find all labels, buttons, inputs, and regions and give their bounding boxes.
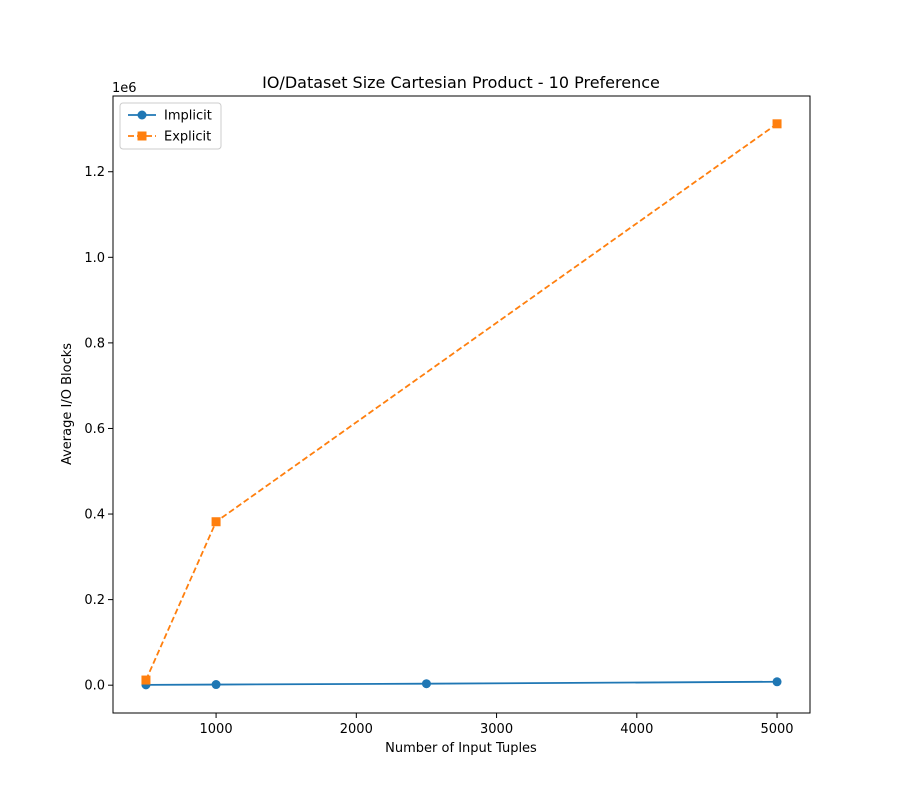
data-point-explicit: [211, 517, 221, 527]
plot-frame: [112, 95, 811, 714]
x-tick-label: 5000: [760, 722, 793, 737]
data-point-implicit: [211, 680, 221, 690]
legend-label-implicit: Implicit: [164, 109, 212, 124]
data-point-implicit: [772, 677, 782, 687]
series-line-explicit: [145, 123, 778, 681]
x-tick-label: 1000: [200, 722, 233, 737]
y-tick-label: 0.2: [84, 593, 105, 608]
data-point-implicit: [421, 679, 431, 689]
y-tick-label: 0.6: [84, 422, 105, 437]
data-point-explicit: [141, 675, 151, 685]
x-tick-label: 4000: [620, 722, 653, 737]
legend-marker-implicit: [137, 110, 147, 120]
y-tick-label: 0.8: [84, 336, 105, 351]
y-axis-offset-label: 1e6: [112, 81, 137, 96]
y-tick-label: 1.2: [84, 165, 105, 180]
y-axis-title: Average I/O Blocks: [60, 343, 75, 465]
y-tick-label: 1.0: [84, 251, 105, 266]
data-point-explicit: [772, 119, 782, 129]
chart-title: IO/Dataset Size Cartesian Product - 10 P…: [262, 73, 660, 92]
y-tick-label: 0.0: [84, 679, 105, 694]
x-tick-label: 2000: [340, 722, 373, 737]
y-tick-label: 0.4: [84, 508, 105, 523]
plot-area: 1000 2000 3000 4000 5000 0.0 0.2 0.4 0.6 0.8 1.0 1.…: [84, 95, 811, 737]
series-line-implicit: [145, 680, 778, 686]
legend-marker-explicit: [137, 131, 147, 141]
x-axis-title: Number of Input Tuples: [385, 741, 537, 756]
x-tick-label: 3000: [480, 722, 513, 737]
legend-label-explicit: Explicit: [164, 130, 211, 145]
